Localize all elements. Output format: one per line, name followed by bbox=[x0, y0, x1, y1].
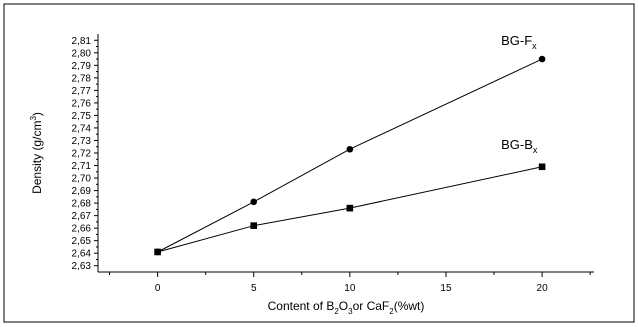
x-tick-label: 15 bbox=[440, 283, 452, 294]
y-tick-label: 2,63 bbox=[72, 261, 92, 272]
axes-group: 2,632,64 2,652,66 2,672,68 2,692,70 2,712,72… bbox=[72, 34, 594, 294]
x-axis-label-part: (%wt) bbox=[394, 299, 425, 313]
x-tick-label: 10 bbox=[344, 283, 356, 294]
series-line-1 bbox=[157, 58, 543, 253]
x-axis-label-part: 2 bbox=[334, 307, 339, 316]
y-tick-label: 2,74 bbox=[72, 123, 92, 134]
series-group bbox=[154, 55, 546, 256]
y-tick-label: 2,64 bbox=[72, 249, 92, 260]
data-point-square bbox=[538, 163, 546, 171]
y-tick-label: 2,70 bbox=[72, 174, 92, 185]
x-axis-label-part: O bbox=[339, 299, 348, 313]
x-axis-label-part: or CaF bbox=[353, 299, 390, 313]
series-name: BG-F bbox=[501, 33, 532, 48]
data-point-circle bbox=[538, 55, 546, 63]
y-axis-label-part: ) bbox=[30, 112, 44, 116]
series-label-1: BG-Fx bbox=[501, 33, 537, 51]
series-name: BG-B bbox=[501, 137, 533, 152]
x-axis-label-part: Content of B bbox=[268, 299, 335, 313]
y-tick-label: 2,69 bbox=[72, 186, 92, 197]
y-axis-label-part: 3 bbox=[29, 116, 38, 121]
y-tick-label: 2,67 bbox=[72, 211, 92, 222]
y-axis-label-part: Density (g/cm bbox=[30, 121, 44, 194]
y-tick-label: 2,80 bbox=[72, 48, 92, 59]
series-name-subscript: x bbox=[532, 41, 537, 51]
x-axis-label-part: 3 bbox=[348, 307, 353, 316]
y-tick-label: 2,72 bbox=[72, 149, 92, 160]
series-name-subscript: x bbox=[533, 145, 538, 155]
y-tick-label: 2,76 bbox=[72, 98, 92, 109]
y-tick-label: 2,73 bbox=[72, 136, 92, 147]
data-point-circle bbox=[250, 198, 258, 206]
chart-frame bbox=[3, 3, 635, 323]
y-tick-label: 2,68 bbox=[72, 199, 92, 210]
x-axis-label: Content of B2O3or CaF2(%wt) bbox=[268, 299, 425, 316]
data-point-square bbox=[346, 204, 354, 212]
data-point-square bbox=[154, 248, 161, 256]
y-tick-label: 2,79 bbox=[72, 61, 92, 72]
x-tick-label: 20 bbox=[537, 283, 549, 294]
y-tick-label: 2,81 bbox=[72, 36, 92, 47]
data-point-square bbox=[250, 222, 258, 229]
y-tick-label: 2,78 bbox=[72, 73, 92, 84]
y-axis-label: Density (g/cm3) bbox=[29, 112, 44, 194]
y-tick-label: 2,65 bbox=[72, 236, 92, 247]
y-tick-label: 2,66 bbox=[72, 224, 92, 235]
series-label-2: BG-Bx bbox=[501, 137, 538, 155]
x-tick-label: 0 bbox=[155, 283, 161, 294]
series-line-2 bbox=[157, 166, 543, 253]
y-tick-label: 2,71 bbox=[72, 161, 92, 172]
x-axis-label-part: 2 bbox=[389, 307, 394, 316]
x-tick-label: 5 bbox=[251, 283, 257, 294]
y-tick-label: 2,77 bbox=[72, 86, 92, 97]
y-tick-label: 2,75 bbox=[72, 111, 92, 122]
data-point-circle bbox=[346, 145, 354, 153]
